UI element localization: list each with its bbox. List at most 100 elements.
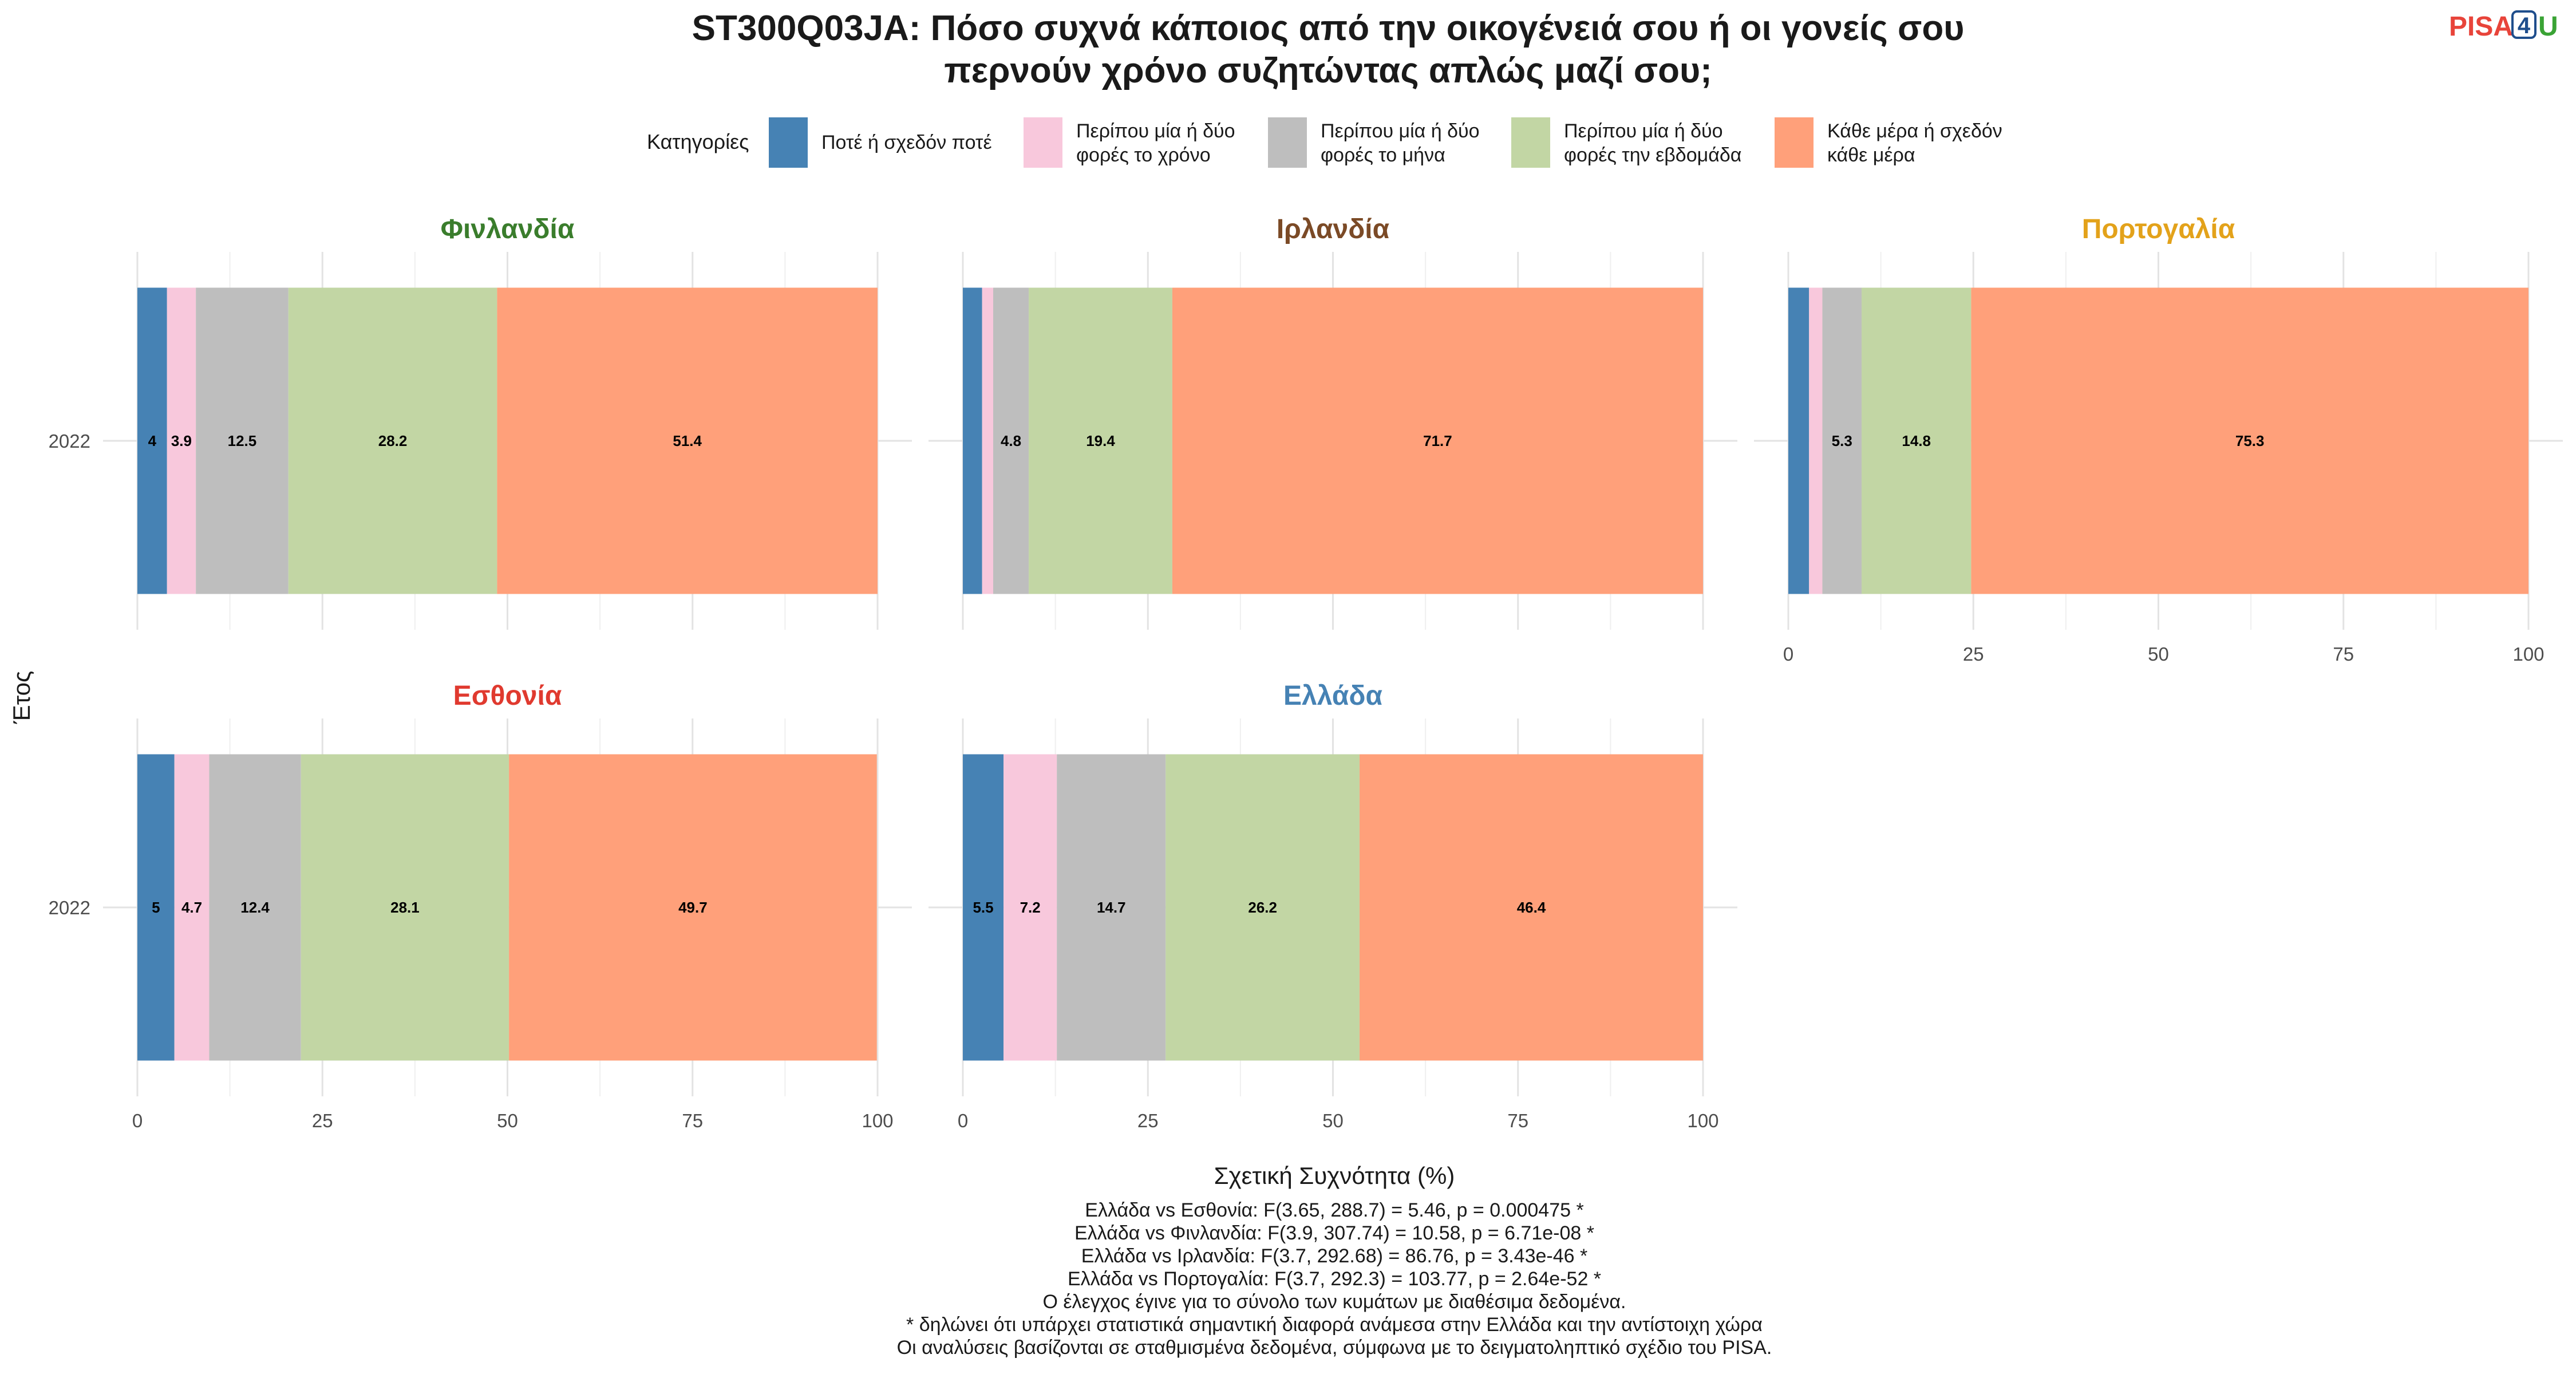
data-label: 51.4 xyxy=(673,432,702,449)
bar-segment xyxy=(993,287,1029,594)
data-label: 7.2 xyxy=(1020,899,1041,916)
panel: Ελλάδα 5.5 7.2 14.7 26.2 46.4 0 25 50 75 100 xyxy=(929,681,1737,1131)
bar-segment xyxy=(137,287,167,594)
x-tick-label: 0 xyxy=(1783,643,1793,665)
logo-digit-box xyxy=(2511,10,2537,39)
y-tick-label: 2022 xyxy=(49,897,90,918)
x-tick-label: 0 xyxy=(132,1110,143,1131)
panel: Φινλανδία 2022 4 3.9 12.5 28.2 51.4 xyxy=(49,214,912,630)
x-tick-label: 100 xyxy=(2512,643,2544,665)
bar-segment xyxy=(1788,287,1809,594)
legend-label: φορές το χρόνο xyxy=(1076,144,1211,166)
x-tick-label: 50 xyxy=(497,1110,518,1131)
x-tick-label: 25 xyxy=(1963,643,1984,665)
panels: Φινλανδία 2022 4 3.9 12.5 28.2 51.4 Ιρλανδία 4.8… xyxy=(49,214,2563,1131)
bar-segment xyxy=(301,754,509,1061)
bar-segment xyxy=(1057,754,1166,1061)
panel-title: Ελλάδα xyxy=(1283,681,1382,711)
data-label: 71.7 xyxy=(1423,432,1452,449)
bar-segment xyxy=(1172,287,1703,594)
data-label: 14.7 xyxy=(1097,899,1126,916)
panel-title: Εσθονία xyxy=(453,681,562,711)
data-label: 5.5 xyxy=(973,899,993,916)
panel-title: Φινλανδία xyxy=(441,214,575,244)
bar-segment xyxy=(137,754,175,1061)
chart-title-line: περνούν χρόνο συζητώντας απλώς μαζί σου; xyxy=(944,51,1712,90)
x-tick-label: 75 xyxy=(2333,643,2354,665)
data-label: 14.8 xyxy=(1902,432,1931,449)
caption-line: * δηλώνει ότι υπάρχει στατιστικά σημαντι… xyxy=(906,1314,1763,1336)
data-label: 5.3 xyxy=(1832,432,1852,449)
caption-line: Ελλάδα vs Εσθονία: F(3.65, 288.7) = 5.46… xyxy=(1085,1199,1583,1221)
legend-title: Κατηγορίες xyxy=(647,130,749,153)
logo-digit: 4 xyxy=(2518,13,2531,38)
panel-title: Ιρλανδία xyxy=(1277,214,1390,244)
legend-key xyxy=(1775,117,1814,168)
data-label: 12.5 xyxy=(228,432,257,449)
bar-segment xyxy=(167,287,196,594)
bar-segment xyxy=(288,287,497,594)
bar-segment xyxy=(1862,287,1971,594)
legend-label: Περίπου μία ή δύο xyxy=(1321,120,1480,142)
caption-line: Ελλάδα vs Ιρλανδία: F(3.7, 292.68) = 86.… xyxy=(1081,1245,1587,1267)
caption-line: Οι αναλύσεις βασίζονται σε σταθμισμένα δ… xyxy=(897,1337,1772,1359)
legend-label: φορές την εβδομάδα xyxy=(1564,144,1741,166)
bar-segment xyxy=(1971,287,2528,594)
logo-text-pisa: PISA xyxy=(2449,11,2513,42)
panel: Εσθονία 2022 5 4.7 12.4 28.1 49.7 0 25 50 75 100 xyxy=(49,681,912,1131)
bar-segment xyxy=(509,754,877,1061)
legend-key xyxy=(1024,117,1062,168)
x-tick-label: 25 xyxy=(1137,1110,1159,1131)
x-axis-label: Σχετική Συχνότητα (%) xyxy=(1214,1162,1455,1189)
data-label: 5 xyxy=(152,899,160,916)
bar-segment xyxy=(1822,287,1862,594)
chart-title: ST300Q03JA: Πόσο συχνά κάποιος από την ο… xyxy=(692,9,1965,90)
data-label: 3.9 xyxy=(171,432,192,449)
data-label: 4 xyxy=(148,432,157,449)
bar-segment xyxy=(1003,754,1057,1061)
bar-segment xyxy=(174,754,210,1061)
panel: Ιρλανδία 4.8 19.4 71.7 xyxy=(929,214,1737,630)
x-tick-label: 0 xyxy=(958,1110,968,1131)
bar-segment xyxy=(196,287,289,594)
bar-segment xyxy=(1165,754,1360,1061)
legend-item: Ποτέ ή σχεδόν ποτέ xyxy=(769,117,992,168)
data-label: 49.7 xyxy=(678,899,708,916)
panel: Πορτογαλία 5.3 14.8 75.3 0 25 50 75 100 xyxy=(1754,214,2563,665)
caption: Ελλάδα vs Εσθονία: F(3.65, 288.7) = 5.46… xyxy=(897,1199,1772,1359)
data-label: 19.4 xyxy=(1086,432,1115,449)
y-axis-label: Έτος xyxy=(8,671,35,725)
data-label: 26.2 xyxy=(1248,899,1277,916)
axis-labels: Σχετική Συχνότητα (%) Έτος xyxy=(8,671,1455,1189)
x-tick-label: 75 xyxy=(682,1110,703,1131)
legend-label: Περίπου μία ή δύο xyxy=(1564,120,1723,142)
bar-segment xyxy=(1360,754,1703,1061)
logo-text-u: U xyxy=(2538,11,2558,42)
legend-key xyxy=(1511,117,1550,168)
chart-title-line: ST300Q03JA: Πόσο συχνά κάποιος από την ο… xyxy=(692,9,1965,48)
x-tick-label: 75 xyxy=(1507,1110,1528,1131)
x-tick-label: 100 xyxy=(1687,1110,1718,1131)
pisa4u-logo: PISA 4 U xyxy=(2449,10,2558,42)
bar-segment xyxy=(1029,287,1172,594)
legend-label: Περίπου μία ή δύο xyxy=(1076,120,1235,142)
x-tick-label: 25 xyxy=(312,1110,333,1131)
y-tick-label: 2022 xyxy=(49,431,90,452)
legend-label: Κάθε μέρα ή σχεδόν xyxy=(1827,120,2002,142)
data-label: 75.3 xyxy=(2235,432,2265,449)
legend-key xyxy=(769,117,808,168)
data-label: 28.2 xyxy=(378,432,408,449)
legend-key xyxy=(1268,117,1307,168)
legend: Κατηγορίες Ποτέ ή σχεδόν ποτέ Περίπου μία … xyxy=(647,117,2002,168)
bar-segment xyxy=(1809,287,1823,594)
panel-title: Πορτογαλία xyxy=(2082,214,2235,244)
data-label: 28.1 xyxy=(390,899,420,916)
caption-line: Ο έλεγχος έγινε για το σύνολο των κυμάτω… xyxy=(1043,1291,1626,1313)
bar-segment xyxy=(209,754,301,1061)
bar-segment xyxy=(497,287,878,594)
data-label: 46.4 xyxy=(1517,899,1546,916)
data-label: 4.7 xyxy=(181,899,202,916)
